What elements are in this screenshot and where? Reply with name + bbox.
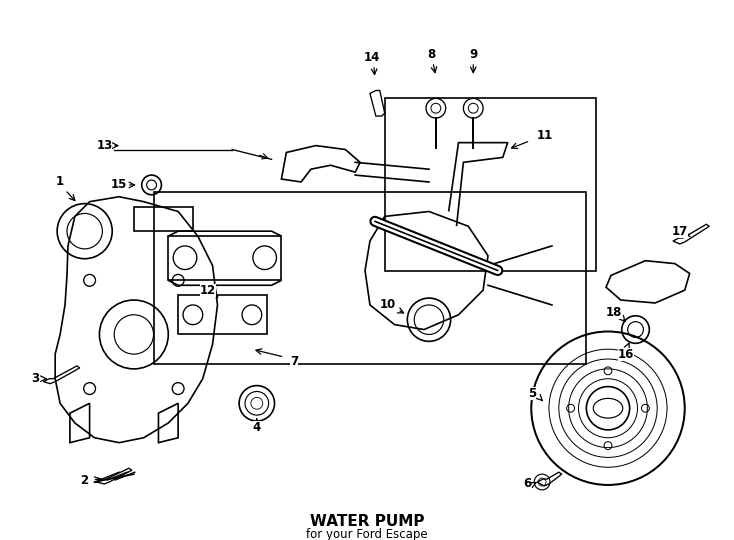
Text: 13: 13 xyxy=(96,139,112,152)
Text: 1: 1 xyxy=(56,176,64,188)
Bar xyxy=(134,207,193,231)
Text: 3: 3 xyxy=(32,372,40,385)
Text: 4: 4 xyxy=(252,421,261,434)
Text: 8: 8 xyxy=(426,48,435,60)
Text: WATER PUMP: WATER PUMP xyxy=(310,514,424,529)
Text: for your Ford Escape: for your Ford Escape xyxy=(306,528,428,540)
Text: 7: 7 xyxy=(290,355,298,368)
Text: 11: 11 xyxy=(537,129,553,142)
Text: 6: 6 xyxy=(523,477,531,490)
Text: 18: 18 xyxy=(606,306,622,319)
Text: 9: 9 xyxy=(469,48,477,60)
Text: 2: 2 xyxy=(81,474,89,487)
Bar xyxy=(385,98,596,271)
Text: 5: 5 xyxy=(528,387,537,400)
Text: 10: 10 xyxy=(379,299,396,312)
Text: 12: 12 xyxy=(200,284,216,296)
Text: 15: 15 xyxy=(111,178,127,192)
Bar xyxy=(153,192,586,364)
Text: 16: 16 xyxy=(617,348,634,361)
Text: 14: 14 xyxy=(364,51,380,64)
Text: 17: 17 xyxy=(672,225,688,238)
